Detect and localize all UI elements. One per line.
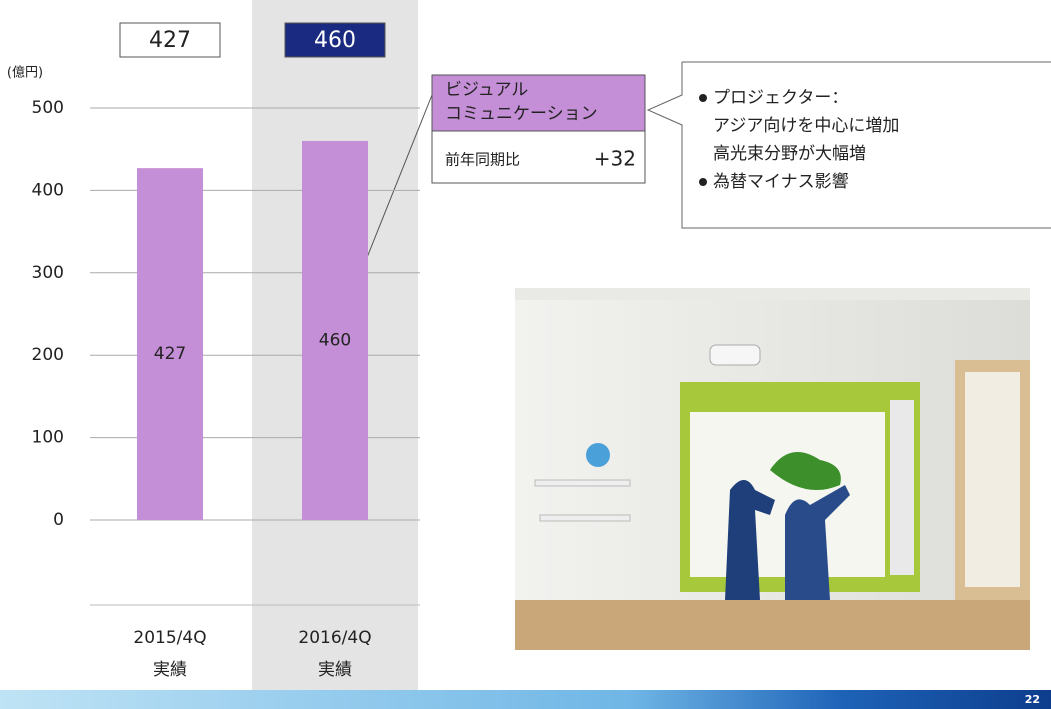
y-tick-label: 300 [32,263,64,283]
y-tick-label: 200 [32,345,64,365]
x-tick-note: 実績 [318,660,352,680]
x-tick-label: 2016/4Q [298,628,371,648]
bullet-text: 高光束分野が大幅増 [713,144,866,164]
bullet-dot [699,94,707,102]
page-number: 22 [1025,693,1040,706]
callout-label: 前年同期比 [445,151,520,169]
bar-label: 427 [154,344,186,364]
bullet-text: プロジェクター： [713,88,848,108]
y-tick-label: 0 [53,510,64,530]
total-label: 460 [314,28,356,53]
footer-band [0,690,1051,709]
total-label: 427 [149,28,191,53]
y-tick-label: 400 [32,180,64,200]
slide: 22 (億円) ビジュアル コミュニケーション 前年同期比 +32 0 100 20… [0,0,1051,709]
y-tick-label: 100 [32,428,64,448]
bullet-text: 為替マイナス影響 [713,172,849,192]
callout-change: +32 [594,147,636,171]
x-tick-note: 実績 [153,660,187,680]
callout-title: コミュニケーション [445,104,598,124]
photo [515,288,1030,650]
x-tick-label: 2015/4Q [133,628,206,648]
unit-label: (億円) [7,65,43,81]
bar-label: 460 [319,330,351,350]
callout-title: ビジュアル [445,80,528,100]
bullet-text: アジア向けを中心に増加 [713,116,899,136]
bullet-dot [699,178,707,186]
y-tick-label: 500 [32,98,64,118]
